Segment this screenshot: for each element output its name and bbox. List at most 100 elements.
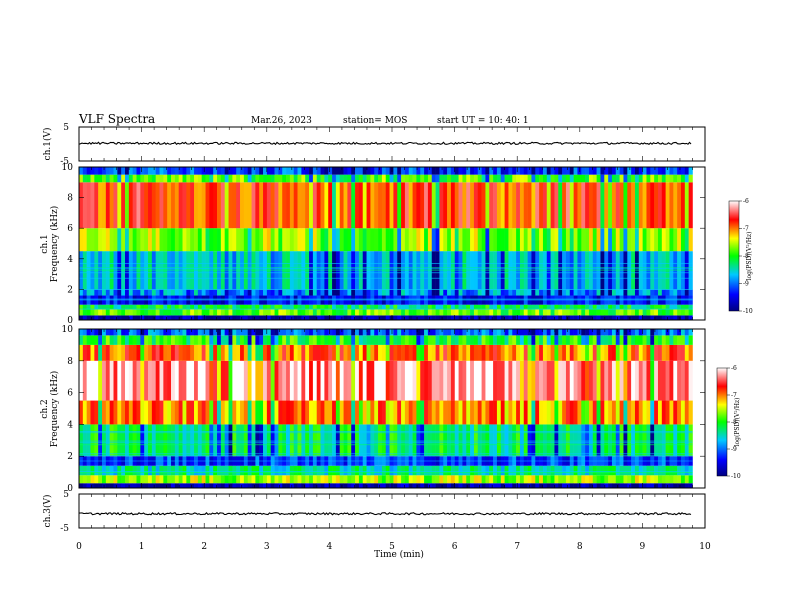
spectrogram-cell: [508, 182, 513, 229]
spectrogram-cell: [320, 360, 325, 401]
spectrogram-cell: [82, 344, 87, 361]
spectrogram-cell: [186, 329, 191, 336]
spectrogram-cell: [351, 304, 356, 310]
spectrogram-cell: [611, 400, 617, 425]
spectrogram-cell: [309, 329, 314, 336]
spectrogram-cell: [79, 329, 84, 336]
spectrogram-cell: [247, 315, 252, 320]
spectrogram-cell: [213, 424, 218, 457]
spectrogram-cell: [128, 182, 133, 229]
spectrogram-cell: [684, 424, 689, 457]
spectrogram-cell: [297, 335, 302, 345]
spectrogram-cell: [473, 228, 479, 252]
spectrogram-cell: [201, 228, 206, 252]
spectrogram-cell: [634, 465, 640, 476]
spectrogram-cell: [144, 335, 149, 345]
spectrogram-cell: [228, 475, 233, 484]
spectrogram-cell: [431, 400, 436, 425]
spectrogram-cell: [650, 424, 655, 457]
spectrogram-cell: [259, 335, 264, 345]
spectrogram-cell: [347, 174, 352, 183]
spectrogram-cell: [355, 167, 360, 175]
spectrogram-cell: [604, 174, 609, 183]
spectrogram-cell: [450, 335, 456, 345]
spectrogram-cell: [623, 309, 628, 316]
spectrogram-cell: [443, 174, 448, 183]
spectrogram-cell: [286, 309, 291, 316]
spectrogram-cell: [581, 483, 586, 488]
spectrogram-cell: [324, 483, 329, 488]
spectrogram-cell: [324, 174, 329, 183]
spectrogram-cell: [366, 315, 371, 320]
spectrogram-cell: [539, 167, 544, 175]
spectrogram-cell: [615, 309, 620, 316]
spectrogram-cell: [385, 344, 390, 361]
spectrogram-cell: [148, 167, 153, 175]
spectrogram-cell: [224, 400, 229, 425]
y-tick-label: 2: [67, 452, 73, 462]
spectrogram-cell: [140, 475, 145, 484]
spectrogram-cell: [278, 329, 283, 336]
spectrogram-cell: [247, 483, 252, 488]
spectrogram-cell: [462, 182, 467, 229]
spectrogram-cell: [481, 475, 486, 484]
spectrogram-cell: [270, 360, 275, 401]
spectrogram-cell: [481, 483, 486, 488]
spectrogram-cell: [420, 228, 425, 252]
spectrogram-cell: [585, 344, 590, 361]
spectrogram-cell: [251, 400, 256, 425]
spectrogram-cell: [374, 304, 379, 310]
spectrogram-cell: [197, 304, 202, 310]
spectrogram-cell: [596, 335, 601, 345]
spectrogram-cell: [374, 483, 379, 488]
spectrogram-cell: [466, 424, 471, 457]
spectrogram-cell: [98, 400, 103, 425]
spectrogram-cell: [439, 329, 444, 336]
spectrogram-cell: [489, 309, 494, 316]
spectrogram-cell: [270, 400, 275, 425]
spectrogram-cell: [504, 182, 509, 229]
spectrogram-cell: [140, 174, 145, 183]
spectrogram-cell: [278, 475, 283, 484]
spectrogram-cell: [128, 360, 133, 401]
spectrogram-cell: [159, 475, 164, 484]
spectrogram-cell: [255, 289, 260, 296]
spectrogram-cell: [424, 174, 429, 183]
spectrogram-cell: [324, 465, 329, 476]
spectrogram-cell: [186, 174, 191, 183]
spectrogram-cell: [542, 360, 548, 401]
spectrogram-cell: [155, 289, 160, 296]
spectrogram-cell: [155, 315, 160, 320]
spectrogram-cell: [650, 228, 655, 252]
spectrogram-cell: [332, 315, 337, 320]
spectrogram-cell: [608, 182, 613, 229]
spectrogram-cell: [680, 174, 686, 183]
spectrogram-cell: [585, 182, 590, 229]
spectrogram-cell: [213, 465, 218, 476]
spectrogram-cell: [320, 304, 325, 310]
spectrogram-cell: [401, 167, 406, 175]
spectrogram-cell: [213, 228, 218, 252]
spectrogram-cell: [374, 174, 379, 183]
spectrogram-cell: [642, 167, 647, 175]
spectrogram-cell: [324, 329, 329, 336]
spectrogram-cell: [320, 475, 325, 484]
spectrogram-cell: [611, 309, 617, 316]
spectrogram-cell: [312, 335, 318, 345]
spectrogram-cell: [435, 228, 440, 252]
spectrogram-cell: [389, 424, 394, 457]
spectrogram-cell: [657, 167, 663, 175]
spectrogram-cell: [412, 304, 417, 310]
spectrogram-cell: [113, 335, 118, 345]
spectrogram-cell: [569, 465, 574, 476]
spectrogram-cell: [289, 167, 295, 175]
spectrogram-cell: [473, 360, 479, 401]
spectrogram-cell: [228, 304, 233, 310]
spectrogram-cell: [424, 228, 429, 252]
spectrogram-cell: [581, 228, 586, 252]
spectrogram-cell: [519, 309, 525, 316]
spectrogram-cell: [332, 424, 337, 457]
spectrogram-cell: [370, 167, 375, 175]
spectrogram-cell: [458, 360, 463, 401]
